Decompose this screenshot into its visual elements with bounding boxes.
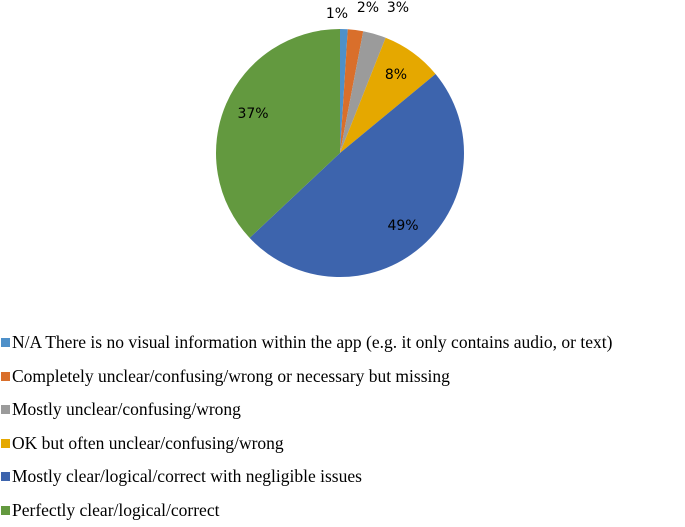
data-label: 1% — [326, 6, 348, 22]
data-label: 37% — [237, 106, 268, 122]
data-label: 8% — [385, 67, 407, 83]
legend-swatch — [1, 338, 10, 347]
legend-item-mostly-unclear: Mostly unclear/confusing/wrong — [0, 393, 612, 427]
legend-swatch — [1, 405, 10, 414]
pie-chart: 1% 2% 3% 8% 49% 37% — [0, 0, 685, 320]
data-label: 2% — [357, 0, 379, 16]
legend-item-na: N/A There is no visual information withi… — [0, 326, 612, 360]
legend-label: Mostly clear/logical/correct with neglig… — [12, 466, 362, 487]
legend-swatch — [1, 472, 10, 481]
legend-swatch — [1, 372, 10, 381]
legend-label: Mostly unclear/confusing/wrong — [12, 399, 241, 420]
data-label: 3% — [387, 0, 409, 16]
legend-swatch — [1, 506, 10, 515]
legend-item-perfectly-clear: Perfectly clear/logical/correct — [0, 494, 612, 527]
legend-label: Completely unclear/confusing/wrong or ne… — [12, 366, 450, 387]
legend-swatch — [1, 439, 10, 448]
legend-label: Perfectly clear/logical/correct — [12, 500, 219, 521]
legend: N/A There is no visual information withi… — [0, 326, 612, 527]
legend-item-mostly-clear: Mostly clear/logical/correct with neglig… — [0, 460, 612, 494]
legend-item-completely-unclear: Completely unclear/confusing/wrong or ne… — [0, 360, 612, 394]
legend-label: N/A There is no visual information withi… — [12, 332, 612, 353]
legend-label: OK but often unclear/confusing/wrong — [12, 433, 284, 454]
data-label: 49% — [387, 218, 418, 234]
legend-item-ok: OK but often unclear/confusing/wrong — [0, 427, 612, 461]
